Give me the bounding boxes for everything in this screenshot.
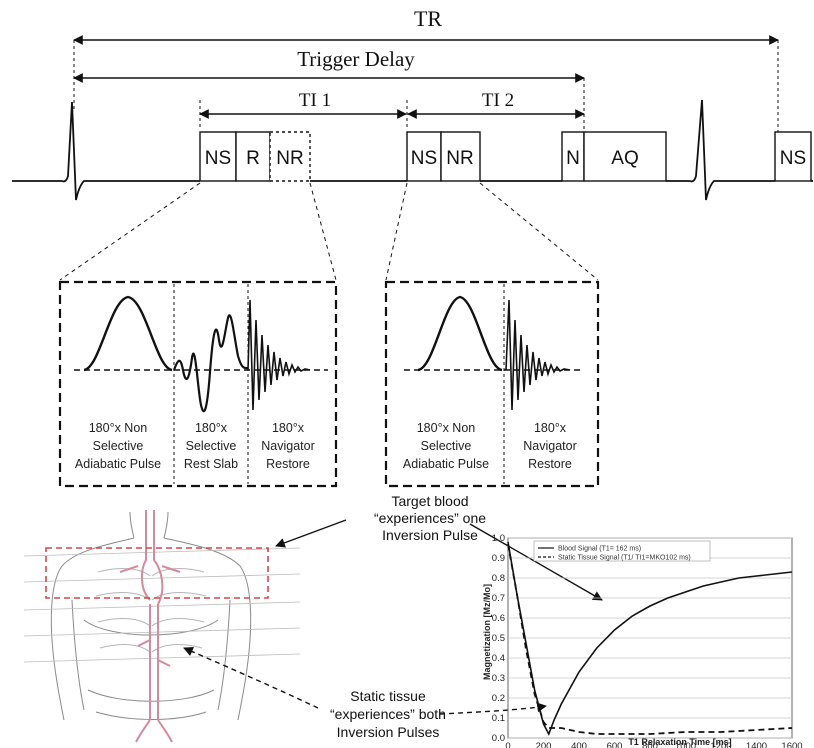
ecg-baseline (12, 99, 813, 201)
target-blood-line2: “experiences” one (374, 510, 486, 526)
y-tick-label: 0.1 (492, 713, 505, 724)
chart-series (507, 541, 793, 736)
ns-label-2: NS (411, 148, 437, 169)
zoom-box-left: 180°x Non Selective Adiabatic Pulse 180°… (58, 280, 338, 488)
nr-label-2: NR (446, 148, 473, 169)
caption-right-2c: Restore (528, 457, 572, 471)
ns-box-1 (199, 131, 237, 182)
aq-label: AQ (611, 148, 638, 169)
adiabatic-pulse-waveform-right (417, 295, 503, 372)
chart-y-label: Magnetization [Mz/Mo] (482, 584, 492, 680)
caption-right-1b: Selective (421, 439, 472, 453)
caption-left-2b: Selective (186, 439, 237, 453)
figure-grid-lines (23, 547, 301, 663)
pulse-boxes (199, 131, 812, 182)
zoom-right-captions: 180°x Non Selective Adiabatic Pulse 180°… (403, 421, 577, 471)
trigger-delay-label: Trigger Delay (297, 47, 415, 71)
y-tick-label: 0.9 (492, 553, 505, 564)
y-tick-label: 0.2 (492, 693, 505, 704)
static-tissue-line1: Static tissue (350, 688, 426, 704)
target-blood-annotation: Target blood “experiences” one Inversion… (275, 493, 603, 601)
nr-box-1 (269, 131, 311, 182)
adiabatic-pulse-waveform-left (83, 295, 173, 372)
x-tick-label: 200 (536, 741, 552, 748)
zoom-lines (59, 182, 599, 281)
legend-label: Static Tissue Signal (T1/ TI1=MKO102 ms) (558, 555, 691, 562)
n-label: N (566, 148, 580, 169)
navigator-restore-waveform-left (247, 299, 311, 411)
caption-right-1c: Adiabatic Pulse (403, 457, 489, 471)
static-tissue-annotation: Static tissue “experiences” both Inversi… (183, 647, 547, 740)
y-tick-label: 0.4 (492, 653, 505, 664)
chart-grid (508, 537, 792, 739)
x-tick-label: 400 (571, 741, 587, 748)
selective-rest-waveform (172, 314, 249, 413)
y-tick-label: 1.0 (492, 533, 505, 544)
x-tick-label: 800 (642, 741, 658, 748)
ns-box-3 (774, 131, 812, 182)
nr-box-2 (440, 131, 481, 182)
caption-left-1c: Adiabatic Pulse (75, 457, 161, 471)
ti2-label: TI 2 (482, 90, 514, 111)
aq-box (583, 131, 667, 182)
r-box (235, 131, 271, 182)
ns-label-3: NS (780, 148, 806, 169)
x-tick-label: 1400 (746, 741, 767, 748)
y-tick-label: 0.5 (492, 633, 505, 644)
caption-left-1b: Selective (93, 439, 144, 453)
target-blood-line1: Target blood (391, 493, 468, 509)
legend-label: Blood Signal (T1= 162 ms) (558, 546, 641, 553)
timing-annotations: TR Trigger Delay TI 1 TI 2 (73, 6, 779, 138)
caption-right-2b: Navigator (523, 439, 577, 453)
caption-left-3b: Navigator (261, 439, 315, 453)
ns-box-2 (406, 131, 442, 182)
chart-legend: Blood Signal (T1= 162 ms) Static Tissue S… (533, 540, 711, 562)
caption-right-2a: 180°x (534, 421, 567, 435)
caption-left-3c: Restore (266, 457, 310, 471)
caption-left-3a: 180°x (272, 421, 305, 435)
pulse-box-labels: NS R NR NS NR N AQ NS (205, 148, 806, 169)
ns-label-1: NS (205, 148, 231, 169)
zoom-box-right: 180°x Non Selective Adiabatic Pulse 180°… (384, 280, 600, 488)
x-tick-label: 1600 (781, 741, 802, 748)
zoom-left-captions: 180°x Non Selective Adiabatic Pulse 180°… (75, 421, 315, 471)
y-tick-label: 0.0 (492, 733, 505, 744)
selective-slab-box (45, 547, 269, 599)
r-label: R (246, 148, 260, 169)
target-blood-line3: Inversion Pulse (382, 527, 478, 543)
y-tick-label: 0.6 (492, 613, 505, 624)
y-tick-label: 0.8 (492, 573, 505, 584)
caption-left-2c: Rest Slab (184, 457, 238, 471)
y-tick-label: 0.3 (492, 673, 505, 684)
legend-box (533, 540, 711, 562)
series-line (507, 543, 793, 735)
navigator-restore-waveform-right (505, 299, 571, 411)
x-tick-label: 1000 (675, 741, 696, 748)
static-tissue-line3: Inversion Pulses (337, 724, 440, 740)
x-tick-label: 600 (607, 741, 623, 748)
chart-x-ticks: 0 200 400 600 800 1000 1200 1400 1600 (505, 741, 802, 748)
chart-x-label: T1 Relaxation Time [ms] (628, 737, 731, 747)
y-tick-label: 0.7 (492, 593, 505, 604)
nr-label-1: NR (276, 148, 303, 169)
caption-left-1a: 180°x Non (89, 421, 148, 435)
magnetization-chart: 0.0 0.1 0.2 0.3 0.4 0.5 0.6 0.7 0.8 0.9 1.0 0 200 40… (482, 533, 803, 748)
ti1-label: TI 1 (299, 90, 331, 111)
tr-label: TR (414, 6, 442, 31)
static-tissue-line2: “experiences” both (330, 706, 446, 722)
chart-y-ticks: 0.0 0.1 0.2 0.3 0.4 0.5 0.6 0.7 0.8 0.9 1.0 (492, 533, 505, 744)
x-tick-label: 1200 (710, 741, 731, 748)
caption-right-1a: 180°x Non (417, 421, 476, 435)
vessel-illustration (119, 510, 181, 743)
x-tick-label: 0 (505, 741, 510, 748)
caption-left-2a: 180°x (195, 421, 228, 435)
